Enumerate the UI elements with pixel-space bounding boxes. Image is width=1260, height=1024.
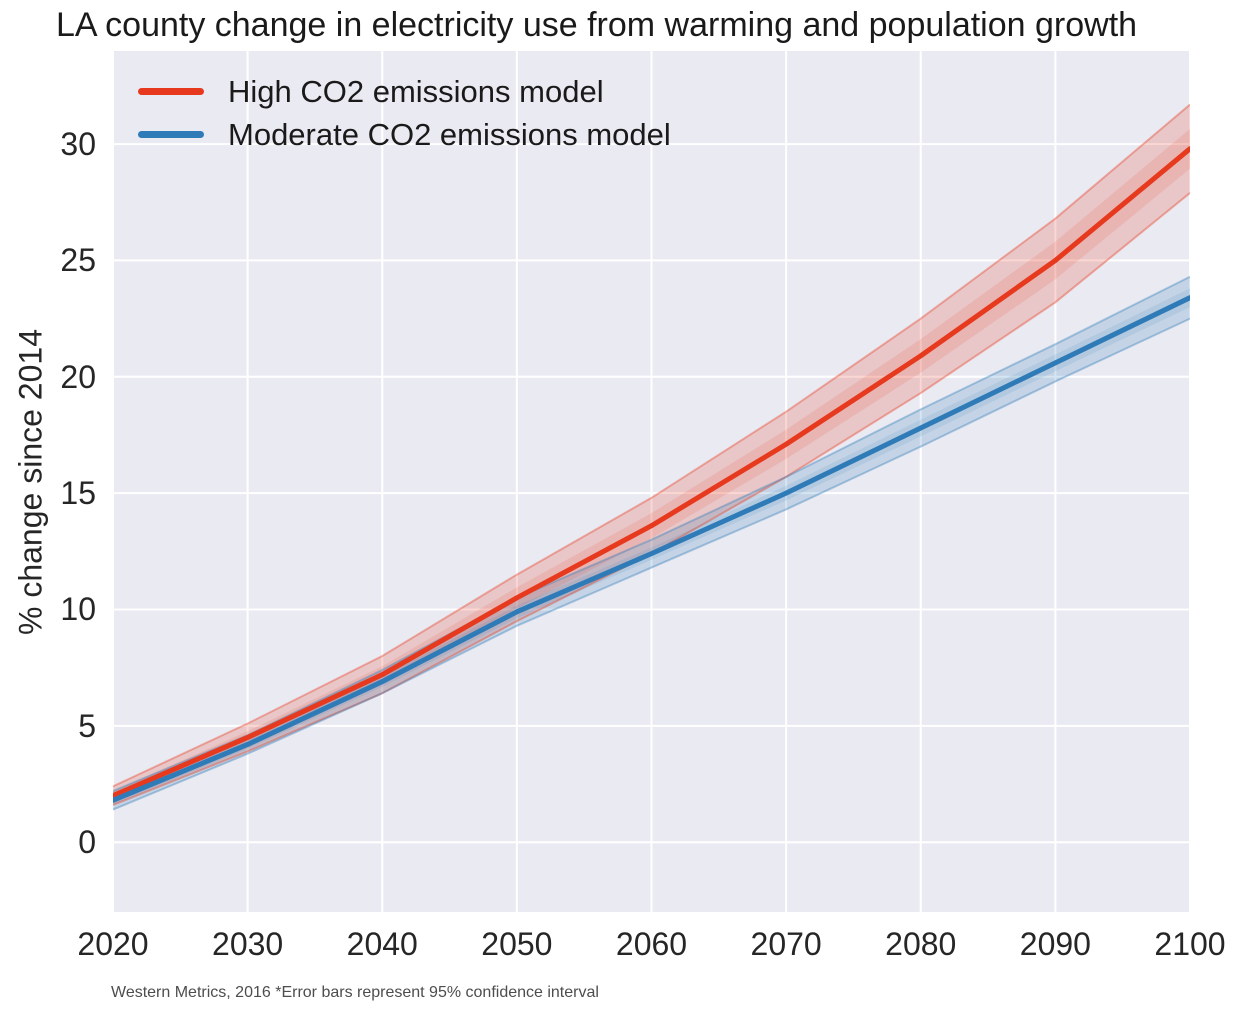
x-tick-label: 2090 [1019,926,1091,962]
confidence-band-edge [113,275,1190,792]
y-tick-label: 20 [60,358,96,395]
x-tick-label: 2070 [750,926,822,962]
y-tick-label: 30 [60,126,96,163]
x-tick-label: 2050 [481,926,553,962]
legend-item-moderate: Moderate CO2 emissions model [138,113,671,156]
legend-line-moderate-icon [138,131,204,138]
x-tick-label: 2100 [1154,926,1226,962]
confidence-band-inner [113,288,1190,805]
confidence-band-edge [113,317,1190,811]
y-tick-label: 25 [60,242,96,279]
legend: High CO2 emissions model Moderate CO2 em… [138,70,671,156]
y-tick-label: 10 [60,591,96,628]
x-tick-label: 2040 [346,926,418,962]
y-axis-label: % change since 2014 [12,329,49,635]
x-tick-label: 2030 [212,926,284,962]
source-note: Western Metrics, 2016 *Error bars repres… [111,984,599,1001]
legend-label-moderate: Moderate CO2 emissions model [228,116,671,152]
chart-title: LA county change in electricity use from… [56,6,1138,44]
y-tick-label: 15 [60,475,96,512]
series-line [113,295,1190,803]
confidence-band-edge [113,103,1190,788]
legend-line-high-icon [138,88,204,95]
chart-canvas [113,51,1190,912]
plot-area [113,51,1190,912]
x-tick-label: 2060 [615,926,688,962]
legend-label-high: High CO2 emissions model [228,73,604,109]
series-line [113,146,1190,799]
y-tick-label: 0 [78,824,96,861]
y-tick-label: 5 [78,707,96,744]
legend-item-high: High CO2 emissions model [138,70,671,113]
x-tick-label: 2020 [77,926,149,962]
x-tick-label: 2080 [885,926,957,962]
